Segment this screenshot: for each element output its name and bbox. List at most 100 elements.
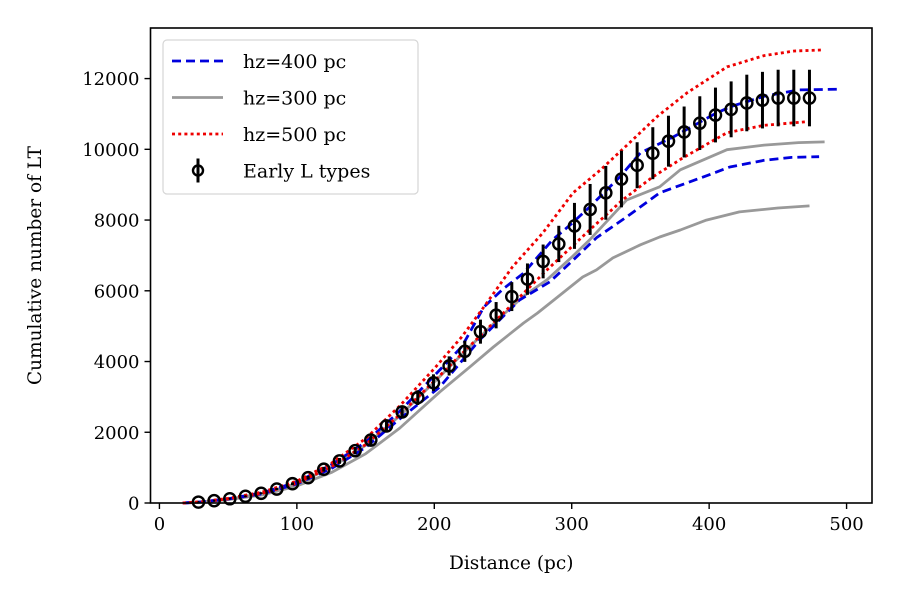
point-marker-center — [338, 459, 341, 463]
point-marker — [285, 476, 300, 491]
legend-entry: hz=400 pc — [172, 51, 346, 73]
x-tick-label: 500 — [829, 514, 863, 535]
data-point — [442, 356, 456, 376]
data-point — [724, 81, 738, 138]
legend-entry: hz=300 pc — [172, 88, 346, 110]
point-marker-center — [714, 113, 717, 117]
point-marker — [661, 134, 676, 148]
point-marker-center — [808, 96, 811, 100]
data-point — [740, 74, 754, 132]
data-point — [599, 165, 613, 220]
data-point — [755, 71, 770, 129]
point-marker — [316, 462, 331, 477]
y-axis-ticks: 0 2000 4000 6000 8000 10000 12000 — [82, 69, 151, 515]
point-marker — [442, 359, 456, 373]
point-marker — [708, 108, 723, 122]
point-marker — [254, 486, 268, 501]
point-marker-center — [322, 468, 325, 471]
data-point — [489, 302, 503, 329]
data-point — [410, 390, 425, 405]
y-tick-label: 0 — [128, 494, 139, 515]
point-marker-center — [792, 96, 795, 100]
data-point — [207, 493, 221, 508]
data-point — [630, 142, 644, 189]
data-point — [583, 183, 597, 235]
point-marker — [473, 324, 488, 339]
point-marker-center — [604, 191, 607, 194]
point-marker — [724, 102, 738, 117]
legend-entry: Early L types — [191, 158, 370, 183]
data-point — [254, 486, 268, 501]
x-tick-label: 300 — [555, 514, 589, 535]
point-marker — [646, 146, 660, 161]
point-marker-center — [761, 99, 764, 102]
data-point — [332, 454, 347, 468]
point-marker-center — [777, 96, 780, 100]
point-marker — [599, 186, 613, 200]
point-marker — [238, 489, 253, 504]
x-tick-label: 200 — [417, 514, 451, 535]
point-marker-center — [651, 152, 654, 155]
data-point — [316, 462, 331, 477]
point-marker-center — [495, 314, 498, 317]
point-marker-center — [479, 330, 482, 333]
point-marker-center — [432, 381, 435, 384]
point-marker-center — [510, 295, 513, 298]
series-line-2 — [182, 155, 820, 505]
point-marker-center — [275, 487, 278, 491]
point-marker — [269, 482, 284, 496]
x-tick-label: 400 — [692, 514, 726, 535]
point-marker — [489, 308, 503, 322]
point-marker — [191, 495, 206, 509]
x-tick-label: 100 — [280, 514, 314, 535]
data-point — [426, 374, 441, 392]
point-marker-center — [683, 130, 686, 134]
point-marker — [630, 158, 644, 173]
x-axis-ticks: 0 100 200 300 400 500 — [154, 503, 864, 535]
point-marker-center — [589, 208, 592, 211]
point-marker-center — [307, 476, 310, 479]
point-marker-center — [385, 424, 388, 427]
legend-label: Early L types — [243, 161, 370, 183]
point-marker-center — [573, 224, 576, 227]
data-point — [693, 96, 707, 151]
data-point — [363, 433, 378, 447]
data-point — [646, 127, 660, 180]
point-marker-center — [526, 278, 529, 281]
point-marker-center — [667, 140, 670, 143]
point-marker — [552, 237, 566, 251]
point-marker — [395, 405, 409, 419]
legend-marker-icon — [191, 164, 205, 177]
legend-label: hz=400 pc — [243, 51, 346, 73]
y-tick-label: 12000 — [82, 69, 139, 90]
legend-label: hz=300 pc — [243, 88, 346, 110]
point-marker — [207, 493, 221, 508]
data-point — [269, 482, 284, 496]
point-marker — [457, 344, 472, 359]
legend-entry: hz=500 pc — [172, 124, 346, 146]
point-marker — [301, 470, 315, 485]
point-marker-center — [557, 242, 560, 246]
data-points-layer — [191, 69, 817, 509]
point-marker-center — [620, 177, 623, 181]
point-marker-center — [636, 164, 639, 167]
point-marker — [504, 289, 519, 304]
point-marker-center — [542, 260, 545, 263]
point-marker-center — [698, 122, 701, 125]
data-point — [504, 282, 519, 312]
legend-label: hz=500 pc — [243, 124, 346, 146]
y-tick-label: 6000 — [94, 281, 140, 302]
point-marker-center — [228, 497, 231, 500]
data-point — [771, 69, 785, 127]
plot-frame — [149, 27, 873, 504]
data-point — [567, 202, 582, 249]
data-point — [238, 489, 253, 504]
data-point — [395, 405, 409, 419]
point-marker-center — [463, 350, 466, 353]
point-marker — [614, 172, 629, 186]
data-point — [473, 319, 488, 344]
point-marker-center — [354, 449, 357, 452]
point-marker — [802, 91, 817, 105]
point-marker — [567, 219, 582, 233]
legend-items: hz=400 pc hz=300 pc hz=500 pc Early L types — [172, 51, 370, 183]
